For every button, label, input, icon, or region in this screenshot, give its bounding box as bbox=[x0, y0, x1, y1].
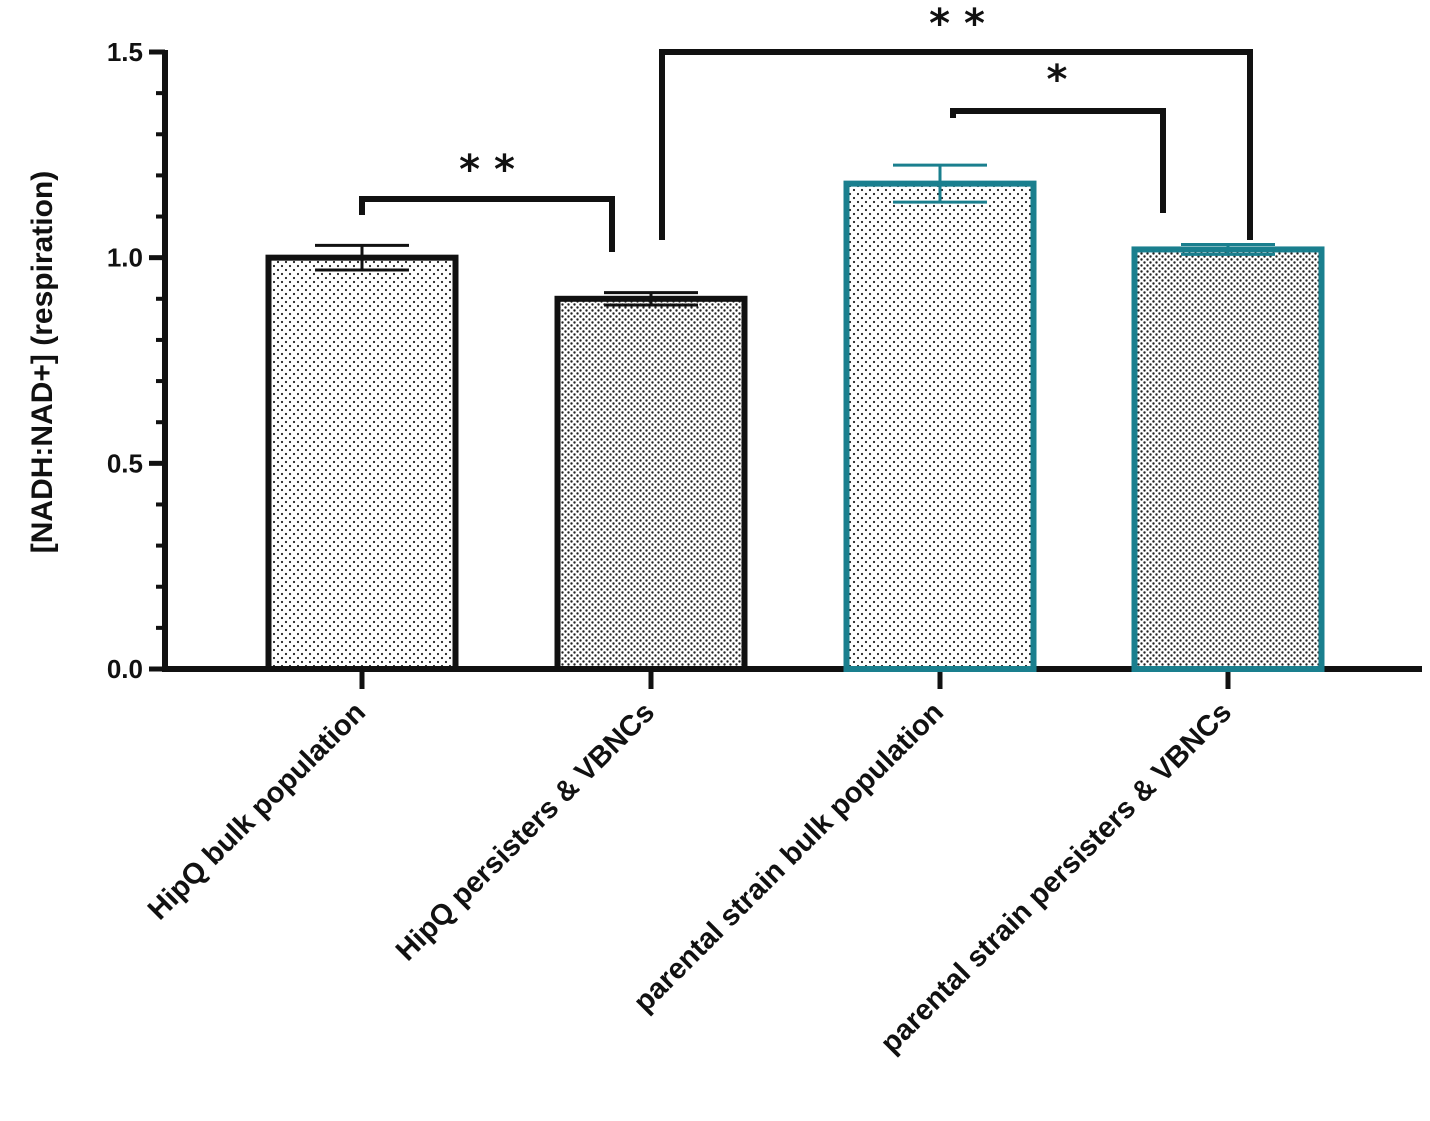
x-category-label-3: parental strain bulk population bbox=[628, 696, 950, 1018]
y-tick-label: 1.0 bbox=[107, 243, 143, 273]
x-category-label-1: HipQ bulk population bbox=[142, 696, 372, 926]
error-bar-1 bbox=[315, 243, 409, 272]
y-tick-label: 1.5 bbox=[107, 37, 143, 67]
significance-label: * * bbox=[459, 147, 515, 193]
bar-4 bbox=[1131, 246, 1325, 672]
bars-group bbox=[265, 180, 1325, 672]
y-axis-label: [NADH:NAD+] (respiration) bbox=[26, 171, 59, 554]
error-bar-2 bbox=[604, 291, 698, 307]
significance-bracket-3: * * bbox=[659, 1, 1253, 240]
significance-line bbox=[359, 196, 615, 252]
error-bar-3 bbox=[893, 163, 987, 204]
significance-bracket-1: * * bbox=[359, 147, 615, 252]
y-tick-label: 0.5 bbox=[107, 448, 143, 478]
x-category-label-4: parental strain persisters & VBNCs bbox=[875, 696, 1238, 1059]
bar-1 bbox=[265, 254, 459, 672]
y-tick-label: 0.0 bbox=[107, 654, 143, 684]
significance-line bbox=[659, 49, 1253, 240]
significance-bracket-2: * bbox=[950, 57, 1166, 213]
labels-group: HipQ bulk population HipQ persisters & VB… bbox=[142, 696, 1238, 1059]
significance-label: * bbox=[1047, 57, 1068, 103]
significance-line bbox=[950, 108, 1166, 213]
error-bar-4 bbox=[1181, 243, 1275, 256]
significance-group: * * * * * bbox=[359, 1, 1253, 252]
x-category-label-2: HipQ persisters & VBNCs bbox=[390, 696, 661, 967]
significance-label: * * bbox=[929, 1, 985, 47]
bar-2 bbox=[554, 295, 748, 672]
bar-3 bbox=[843, 180, 1037, 672]
error-bars-group bbox=[315, 163, 1275, 307]
